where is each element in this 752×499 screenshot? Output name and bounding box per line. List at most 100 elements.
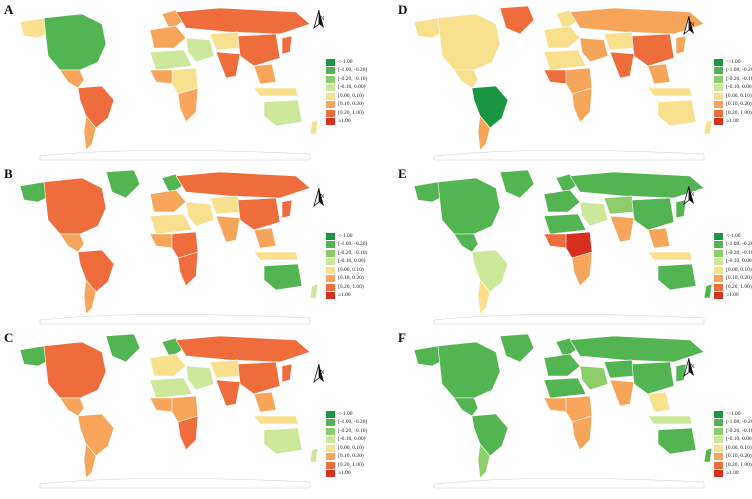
map-panel: A N <-1.00 [-1.00, -0.20) [-0.20, -0.10) [-0.… [4, 2, 367, 162]
region-newzealand [703, 283, 713, 299]
map-panel: E N <-1.00 [-1.00, -0.20) [-0.20, -0.10) [-0.… [398, 166, 752, 326]
legend-item: [0.10, 0.20) [714, 275, 752, 283]
legend-item: [0.20, 1.00) [326, 461, 386, 469]
region-southafrica [177, 415, 199, 451]
legend-swatch [714, 275, 723, 282]
legend-swatch [714, 241, 723, 248]
region-australia [263, 263, 303, 291]
region-china [237, 361, 281, 395]
map-panel: D N <-1.00 [-1.00, -0.20) [-0.20, -0.10) [-0.… [398, 2, 752, 162]
legend-label: [0.20, 1.00) [338, 283, 364, 290]
legend-swatch [326, 109, 335, 117]
region-southafrica [571, 251, 593, 287]
region-southamerica [77, 85, 115, 129]
legend-swatch [714, 444, 723, 452]
region-southcone [83, 443, 97, 479]
panel-label: E [398, 166, 407, 181]
legend-label: [-1.00, -0.20) [338, 419, 368, 425]
legend-label: [-0.10, 0.00) [726, 436, 752, 442]
legend: <-1.00 [-1.00, -0.20) [-0.20, -0.10) [-0.10… [326, 232, 386, 300]
legend-label: [0.00, 0.10) [338, 444, 364, 451]
legend-swatch [714, 427, 723, 435]
legend-item: [-0.20, -0.10) [326, 75, 386, 83]
region-southamerica [471, 413, 509, 457]
region-alaska [19, 17, 51, 39]
panel-label: B [4, 166, 13, 181]
region-russia [175, 171, 311, 199]
region-newzealand [703, 119, 713, 135]
legend-swatch [326, 258, 335, 265]
legend-item: [-1.00, -0.20) [714, 241, 752, 249]
legend-swatch [326, 58, 335, 66]
legend-item: [0.00, 0.10) [326, 92, 386, 100]
region-centralasia [603, 31, 635, 51]
legend-swatch [714, 92, 723, 100]
legend-swatch [326, 101, 335, 108]
region-centralamerica [453, 69, 479, 89]
region-china [237, 33, 281, 67]
region-europe [543, 353, 581, 377]
region-antarctica [433, 150, 705, 161]
north-label: N [320, 16, 325, 22]
legend-swatch [326, 84, 335, 91]
legend-swatch [714, 67, 723, 74]
map-panel: F N <-1.00 [-1.00, -0.20) [-0.20, -0.10) [-0.… [398, 330, 752, 490]
region-russia [569, 335, 705, 363]
legend-item: [-0.20, -0.10) [714, 75, 752, 83]
region-centralasia [209, 31, 241, 51]
region-northamerica [437, 13, 501, 71]
legend-label: [0.10, 0.20) [338, 101, 364, 107]
legend-label: ≥1.00 [726, 470, 739, 476]
map-panel: B N <-1.00 [-1.00, -0.20) [-0.20, -0.10) [-0.… [4, 166, 367, 326]
legend-label: [0.10, 0.20) [726, 453, 752, 459]
region-middleeast [185, 37, 215, 63]
region-newzealand [309, 119, 319, 135]
legend-label: [0.20, 1.00) [726, 283, 752, 290]
region-seasia [253, 63, 277, 85]
legend-label: [0.20, 1.00) [338, 109, 364, 116]
region-middleeast [579, 365, 609, 391]
legend-swatch [326, 75, 335, 83]
legend-label: [0.10, 0.20) [726, 101, 752, 107]
legend-swatch [714, 84, 723, 91]
region-australia [657, 99, 697, 127]
region-seasia [253, 227, 277, 249]
world-map [413, 333, 713, 489]
region-australia [657, 427, 697, 455]
legend-item: [-0.10, 0.00) [714, 436, 752, 444]
legend-item: [0.10, 0.20) [714, 101, 752, 109]
legend-label: [-0.20, -0.10) [726, 427, 752, 434]
legend-label: [-0.20, -0.10) [726, 249, 752, 256]
legend-label: ≥1.00 [338, 118, 351, 124]
legend-item: [-0.20, -0.10) [326, 249, 386, 257]
legend-label: [0.10, 0.20) [726, 275, 752, 281]
region-centralasia [603, 359, 635, 379]
region-northamerica [437, 341, 501, 399]
region-westafrica [149, 69, 175, 85]
region-centralasia [209, 359, 241, 379]
legend-label: [-1.00, -0.20) [726, 67, 752, 73]
region-greenland [105, 5, 141, 35]
legend-swatch [326, 292, 335, 299]
legend-swatch [326, 283, 335, 291]
region-northafrica [543, 377, 587, 399]
legend-label: <-1.00 [338, 232, 353, 239]
region-southcone [83, 115, 97, 151]
region-greenland [499, 169, 535, 199]
legend-label: [0.10, 0.20) [338, 453, 364, 459]
region-antarctica [39, 314, 311, 325]
north-label: N [690, 192, 695, 198]
legend-label: <-1.00 [726, 232, 741, 239]
legend-item: <-1.00 [714, 232, 752, 240]
world-map [19, 5, 319, 161]
legend-swatch [326, 232, 335, 240]
legend-swatch [326, 249, 335, 257]
region-newzealand [309, 283, 319, 299]
legend-item: [0.10, 0.20) [326, 453, 386, 461]
legend-label: [-1.00, -0.20) [726, 419, 752, 425]
region-southcone [477, 115, 491, 151]
region-seasia [647, 391, 671, 413]
region-northafrica [149, 377, 193, 399]
region-northamerica [43, 13, 107, 71]
legend-swatch [326, 419, 335, 426]
